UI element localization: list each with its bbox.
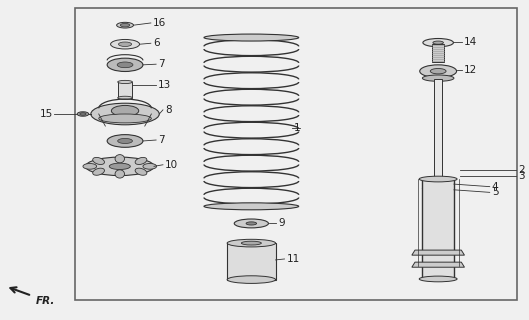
Ellipse shape	[423, 38, 453, 47]
Text: 8: 8	[165, 105, 172, 115]
Ellipse shape	[111, 39, 140, 49]
Ellipse shape	[227, 276, 276, 284]
Ellipse shape	[422, 185, 454, 192]
Ellipse shape	[419, 276, 457, 282]
Ellipse shape	[424, 181, 453, 188]
Ellipse shape	[91, 103, 159, 125]
Text: 5: 5	[492, 187, 498, 197]
Text: FR.: FR.	[36, 296, 56, 307]
Ellipse shape	[110, 163, 130, 170]
Ellipse shape	[241, 241, 261, 245]
Ellipse shape	[204, 34, 299, 41]
Ellipse shape	[93, 157, 104, 164]
Ellipse shape	[204, 203, 299, 210]
Ellipse shape	[117, 139, 132, 143]
Ellipse shape	[112, 105, 139, 116]
Ellipse shape	[77, 112, 89, 116]
Text: 12: 12	[464, 65, 477, 75]
Ellipse shape	[83, 164, 97, 169]
Ellipse shape	[120, 23, 130, 27]
Text: 2: 2	[518, 165, 525, 175]
Text: 7: 7	[158, 135, 165, 145]
Ellipse shape	[99, 114, 151, 123]
Text: 14: 14	[464, 37, 477, 47]
Text: 11: 11	[287, 254, 300, 264]
Bar	[434, 79, 442, 223]
Ellipse shape	[419, 176, 457, 182]
Ellipse shape	[135, 168, 147, 175]
Text: 1: 1	[294, 123, 300, 133]
Bar	[432, 44, 444, 62]
Ellipse shape	[115, 155, 124, 163]
Ellipse shape	[86, 157, 154, 176]
Text: 4: 4	[492, 182, 498, 192]
Ellipse shape	[117, 96, 132, 100]
Text: 6: 6	[153, 38, 160, 48]
Ellipse shape	[433, 41, 443, 44]
Ellipse shape	[107, 135, 143, 147]
Ellipse shape	[107, 58, 143, 71]
Text: 3: 3	[518, 172, 525, 181]
Ellipse shape	[422, 75, 454, 81]
Bar	[117, 82, 132, 98]
Text: 16: 16	[153, 18, 166, 28]
Text: 13: 13	[158, 80, 171, 90]
Ellipse shape	[116, 22, 133, 28]
Polygon shape	[412, 250, 464, 255]
Text: 10: 10	[165, 160, 178, 170]
Ellipse shape	[117, 62, 133, 68]
Ellipse shape	[246, 222, 257, 225]
Ellipse shape	[430, 68, 446, 74]
Polygon shape	[412, 262, 464, 267]
Ellipse shape	[93, 168, 104, 175]
Ellipse shape	[234, 219, 268, 228]
Bar	[227, 243, 276, 280]
Ellipse shape	[419, 65, 457, 77]
Ellipse shape	[227, 239, 276, 247]
Text: 7: 7	[158, 59, 165, 69]
Text: 9: 9	[278, 219, 285, 228]
Bar	[422, 179, 454, 279]
Bar	[75, 8, 517, 300]
Ellipse shape	[115, 170, 124, 178]
Text: 15: 15	[40, 109, 53, 119]
Ellipse shape	[117, 80, 132, 84]
Ellipse shape	[143, 164, 157, 169]
Ellipse shape	[80, 113, 86, 115]
Ellipse shape	[135, 157, 147, 164]
Ellipse shape	[118, 42, 132, 46]
